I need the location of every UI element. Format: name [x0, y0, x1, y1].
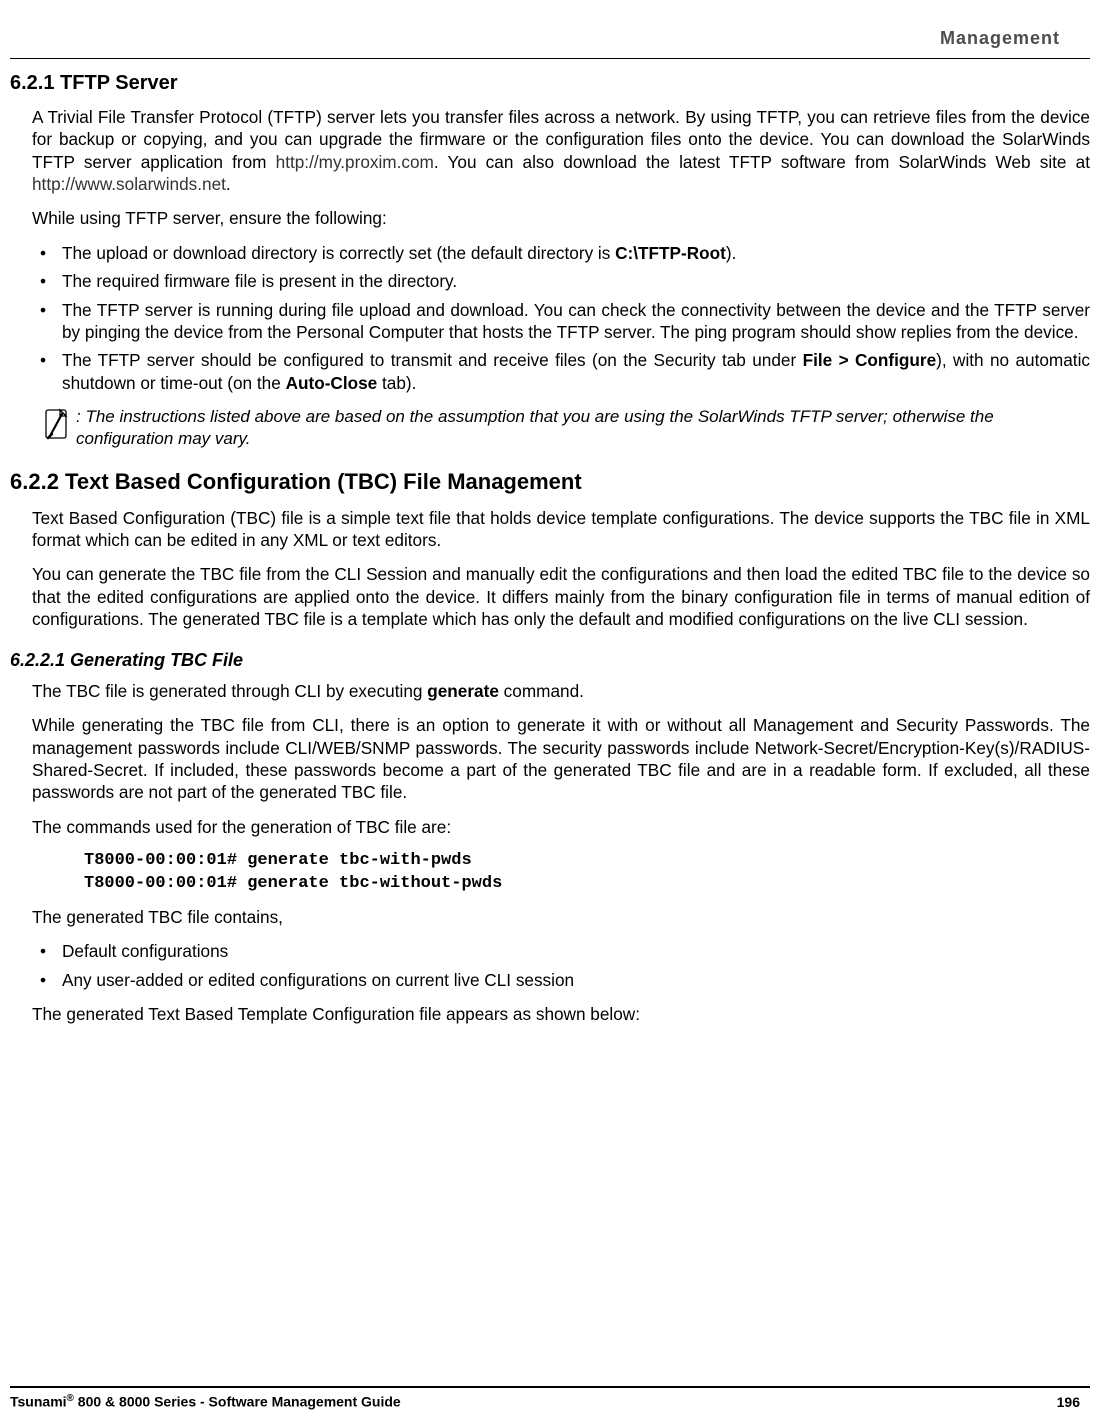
footer-left: Tsunami® 800 & 8000 Series - Software Ma… — [10, 1393, 401, 1410]
text: . You can also download the latest TFTP … — [434, 152, 1090, 172]
text: ). — [726, 243, 737, 263]
text-bold: C:\TFTP-Root — [615, 243, 726, 263]
page-header-title: Management — [940, 28, 1060, 49]
list-item: The upload or download directory is corr… — [62, 242, 1090, 264]
list-item: Default configurations — [62, 940, 1090, 962]
para-622-2: You can generate the TBC file from the C… — [32, 563, 1090, 630]
registered-symbol: ® — [67, 1393, 74, 1404]
para-621-2: While using TFTP server, ensure the foll… — [32, 207, 1090, 229]
para-622-1: Text Based Configuration (TBC) file is a… — [32, 507, 1090, 552]
para-6221-1: The TBC file is generated through CLI by… — [32, 680, 1090, 702]
link-proxim[interactable]: http://my.proxim.com — [276, 152, 434, 172]
para-6221-4: The generated TBC file contains, — [32, 906, 1090, 928]
note-text: : The instructions listed above are base… — [76, 406, 1090, 450]
section-6221-body: The TBC file is generated through CLI by… — [10, 680, 1090, 1025]
heading-621: 6.2.1 TFTP Server — [10, 70, 1090, 96]
text: . — [226, 174, 231, 194]
para-6221-5: The generated Text Based Template Config… — [32, 1003, 1090, 1025]
section-622-body: Text Based Configuration (TBC) file is a… — [10, 507, 1090, 631]
text: The TFTP server should be configured to … — [62, 350, 803, 370]
list-621: The upload or download directory is corr… — [32, 242, 1090, 394]
para-6221-2: While generating the TBC file from CLI, … — [32, 714, 1090, 803]
header-rule — [10, 58, 1090, 59]
list-item: The TFTP server should be configured to … — [62, 349, 1090, 394]
text: command. — [499, 681, 584, 701]
text-bold: File > Configure — [803, 350, 937, 370]
heading-6221: 6.2.2.1 Generating TBC File — [10, 649, 1090, 672]
footer-rule — [10, 1386, 1090, 1388]
section-621-body: A Trivial File Transfer Protocol (TFTP) … — [10, 106, 1090, 450]
list-item: The TFTP server is running during file u… — [62, 299, 1090, 344]
text: tab). — [377, 373, 416, 393]
content: 6.2.1 TFTP Server A Trivial File Transfe… — [10, 70, 1090, 1037]
page-number: 196 — [1057, 1394, 1080, 1410]
text: Tsunami — [10, 1394, 67, 1410]
list-6221: Default configurations Any user-added or… — [32, 940, 1090, 991]
text: The upload or download directory is corr… — [62, 243, 615, 263]
code-commands: T8000-00:00:01# generate tbc-with-pwds T… — [84, 850, 1090, 896]
text-bold: Auto-Close — [286, 373, 378, 393]
heading-622: 6.2.2 Text Based Configuration (TBC) Fil… — [10, 468, 1090, 497]
link-solarwinds[interactable]: http://www.solarwinds.net — [32, 174, 226, 194]
list-item: The required firmware file is present in… — [62, 270, 1090, 292]
note-621: : The instructions listed above are base… — [42, 406, 1090, 450]
list-item: Any user-added or edited configurations … — [62, 969, 1090, 991]
para-621-1: A Trivial File Transfer Protocol (TFTP) … — [32, 106, 1090, 195]
text-bold: generate — [427, 681, 499, 701]
text: 800 & 8000 Series - Software Management … — [74, 1394, 401, 1410]
page: Management 6.2.1 TFTP Server A Trivial F… — [0, 0, 1100, 1428]
text: The TBC file is generated through CLI by… — [32, 681, 427, 701]
note-icon — [42, 408, 72, 449]
para-6221-3: The commands used for the generation of … — [32, 816, 1090, 838]
